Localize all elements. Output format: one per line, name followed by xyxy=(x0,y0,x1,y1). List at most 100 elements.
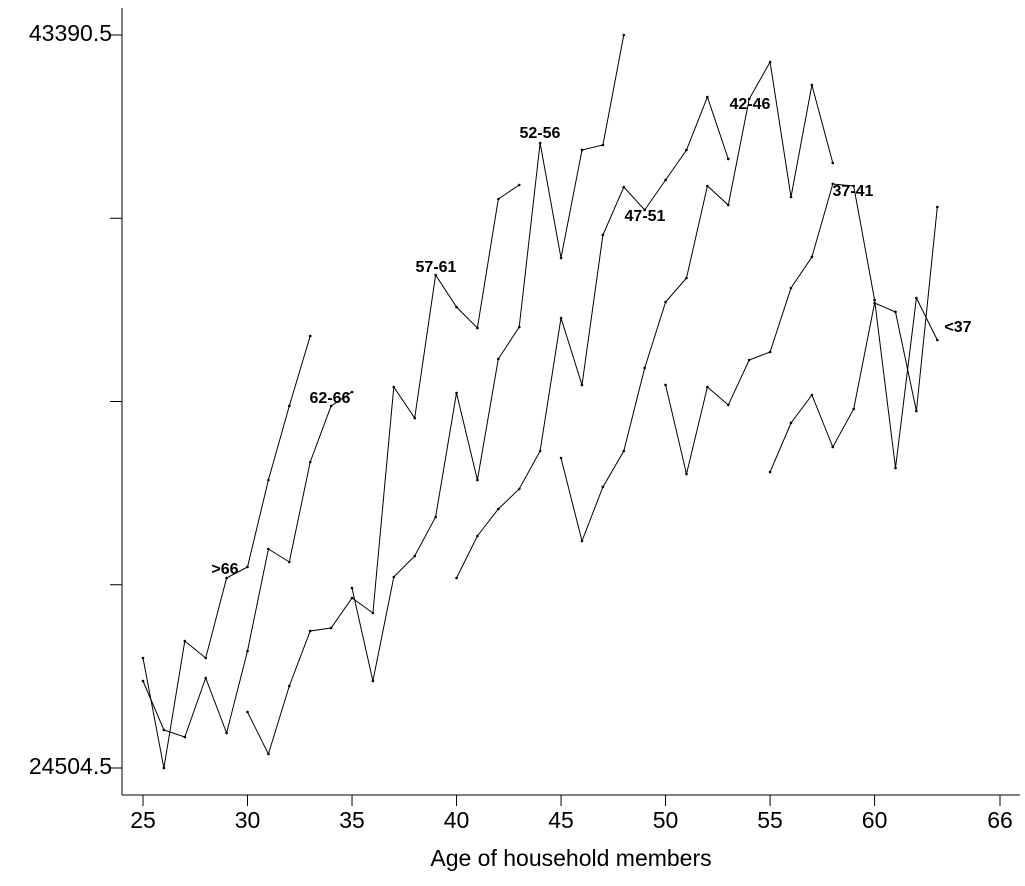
point xyxy=(706,184,709,188)
point xyxy=(873,298,876,302)
point xyxy=(183,735,187,739)
point xyxy=(559,456,563,460)
point xyxy=(350,586,354,590)
series-line xyxy=(456,95,729,579)
x-tick-label: 45 xyxy=(548,807,574,833)
y-tick-label: 43390.5 xyxy=(29,20,112,46)
point xyxy=(413,554,417,558)
point xyxy=(225,576,228,580)
point xyxy=(622,33,626,37)
point xyxy=(747,97,751,101)
point xyxy=(915,296,918,300)
point xyxy=(831,445,835,449)
point xyxy=(517,325,521,329)
series-line xyxy=(142,391,353,738)
point xyxy=(246,710,249,714)
x-tick-label: 66 xyxy=(987,807,1013,833)
point xyxy=(894,466,897,470)
x-tick-label: 25 xyxy=(130,807,156,833)
point xyxy=(204,656,208,660)
x-tick-label: 30 xyxy=(235,807,261,833)
point xyxy=(455,391,458,395)
point xyxy=(308,334,312,338)
point xyxy=(664,300,667,304)
point xyxy=(831,161,835,165)
point xyxy=(622,185,626,189)
point xyxy=(747,358,751,362)
point xyxy=(371,679,375,683)
series-line xyxy=(142,335,311,769)
point xyxy=(580,148,584,152)
point xyxy=(476,326,479,330)
series-label: 37-41 xyxy=(833,183,874,200)
point xyxy=(789,421,793,425)
x-tick-label: 40 xyxy=(444,807,470,833)
point xyxy=(476,478,479,482)
point xyxy=(810,83,814,87)
point xyxy=(497,357,500,361)
point xyxy=(267,547,270,551)
series-label: <37 xyxy=(944,319,971,336)
series-line xyxy=(665,183,938,475)
point xyxy=(517,487,521,491)
point xyxy=(329,404,333,408)
series-line xyxy=(560,60,834,543)
point xyxy=(162,728,166,732)
point xyxy=(413,416,417,420)
point xyxy=(664,383,667,387)
x-tick-label: 60 xyxy=(862,807,888,833)
x-axis-title: Age of household members xyxy=(430,845,711,871)
series-label: 47-51 xyxy=(625,208,666,225)
point xyxy=(643,208,646,212)
x-tick-label: 50 xyxy=(653,807,679,833)
point xyxy=(141,656,145,660)
point xyxy=(434,515,437,519)
series-label: 62-66 xyxy=(310,390,351,407)
point xyxy=(726,203,730,207)
point xyxy=(580,539,584,543)
point xyxy=(685,148,688,152)
point xyxy=(852,407,855,411)
point xyxy=(664,178,667,182)
series-label: 52-56 xyxy=(520,125,561,142)
point xyxy=(706,385,709,389)
point xyxy=(434,273,437,277)
point xyxy=(267,752,270,756)
point xyxy=(350,596,354,600)
y-tick-label: 24504.5 xyxy=(29,753,112,779)
series-line xyxy=(351,34,625,682)
point xyxy=(768,470,772,474)
point xyxy=(810,255,814,259)
point xyxy=(726,403,730,407)
series-line xyxy=(247,184,520,756)
point xyxy=(517,183,521,187)
point xyxy=(497,197,500,201)
point xyxy=(789,195,793,199)
point xyxy=(726,157,730,161)
point xyxy=(538,449,542,453)
series-line xyxy=(769,206,938,473)
point xyxy=(601,233,605,237)
series-label: 42-46 xyxy=(730,96,771,113)
point xyxy=(497,507,500,511)
series-label: 57-61 xyxy=(416,259,457,276)
point xyxy=(852,184,855,188)
point xyxy=(308,460,312,464)
point xyxy=(538,141,542,145)
point xyxy=(768,60,772,64)
point xyxy=(183,639,187,643)
point xyxy=(288,404,291,408)
point xyxy=(915,409,918,413)
point xyxy=(768,350,772,354)
point xyxy=(559,316,563,320)
point xyxy=(329,626,333,630)
point xyxy=(246,649,249,653)
point xyxy=(246,565,249,569)
point xyxy=(141,679,145,683)
point xyxy=(789,286,793,290)
point xyxy=(559,256,563,260)
point xyxy=(288,560,291,564)
x-tick-label: 35 xyxy=(339,807,365,833)
point xyxy=(392,575,396,579)
